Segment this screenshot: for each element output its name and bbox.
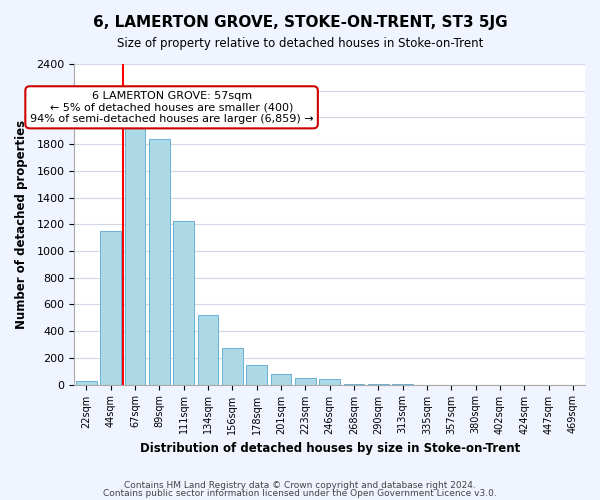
Bar [319,379,340,384]
Bar [100,231,121,384]
Bar [76,381,97,384]
Bar [198,315,218,384]
Text: Size of property relative to detached houses in Stoke-on-Trent: Size of property relative to detached ho… [117,38,483,51]
Bar [295,378,316,384]
Bar [222,348,243,385]
Text: Contains public sector information licensed under the Open Government Licence v3: Contains public sector information licen… [103,488,497,498]
Text: 6 LAMERTON GROVE: 57sqm
← 5% of detached houses are smaller (400)
94% of semi-de: 6 LAMERTON GROVE: 57sqm ← 5% of detached… [30,90,313,124]
Y-axis label: Number of detached properties: Number of detached properties [15,120,28,329]
Bar [173,221,194,384]
Bar [125,124,145,384]
Text: Contains HM Land Registry data © Crown copyright and database right 2024.: Contains HM Land Registry data © Crown c… [124,481,476,490]
Bar [271,374,292,384]
Bar [247,364,267,384]
Text: 6, LAMERTON GROVE, STOKE-ON-TRENT, ST3 5JG: 6, LAMERTON GROVE, STOKE-ON-TRENT, ST3 5… [92,15,508,30]
X-axis label: Distribution of detached houses by size in Stoke-on-Trent: Distribution of detached houses by size … [140,442,520,455]
Bar [149,139,170,384]
